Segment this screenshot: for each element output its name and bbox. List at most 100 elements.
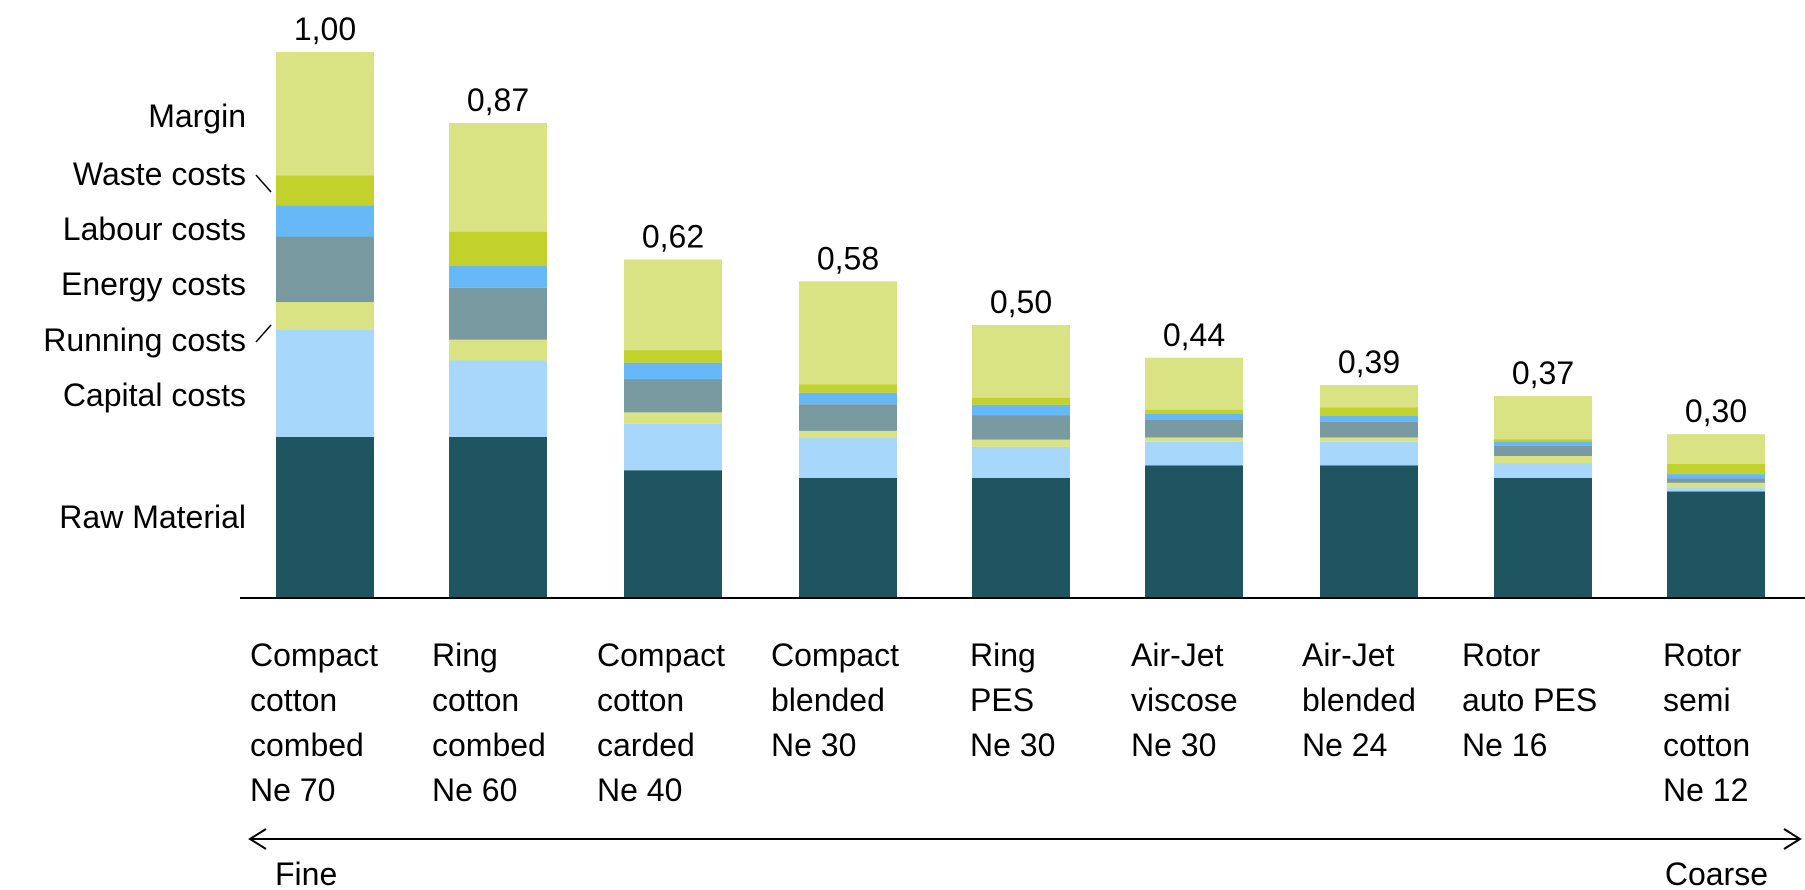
bar-segment-raw-material [1667, 491, 1765, 598]
total-label: 0,37 [1512, 355, 1574, 391]
bar-segment-labour-costs [1320, 415, 1418, 422]
bar-segment-energy-costs [1320, 421, 1418, 438]
category-label: Compact cotton carded Ne 40 [597, 637, 725, 808]
bar-segment-energy-costs [449, 287, 547, 340]
bar-segment-energy-costs [972, 415, 1070, 440]
category-label-line: Rotor [1663, 637, 1742, 673]
bar-segment-energy-costs [276, 236, 374, 303]
category-label-line: cotton [250, 682, 337, 718]
bar-segment-raw-material [799, 477, 897, 598]
category-label-line: Ne 30 [970, 727, 1055, 763]
category-label-line: Compact [597, 637, 725, 673]
category-label-line: Air-Jet [1302, 637, 1395, 673]
category-label-line: Ne 30 [1131, 727, 1216, 763]
total-label: 0,58 [817, 240, 879, 276]
bar-segment-waste-costs [449, 231, 547, 267]
bar-segment-capital-costs [1494, 463, 1592, 478]
bar-segment-capital-costs [799, 438, 897, 478]
total-label: 0,39 [1338, 344, 1400, 380]
bar-segment-raw-material [1145, 465, 1243, 598]
bar-segment-margin [1320, 385, 1418, 408]
category-label-line: Compact [771, 637, 899, 673]
bar-segment-labour-costs [1145, 414, 1243, 421]
bar-segment-running-costs [624, 412, 722, 424]
bar-segment-margin [1494, 395, 1592, 440]
bar-segment-capital-costs [1320, 441, 1418, 466]
bar-segment-running-costs [1145, 437, 1243, 442]
bar-segment-capital-costs [1145, 441, 1243, 466]
category-label-line: Ne 70 [250, 772, 335, 808]
legend-label-capital-costs: Capital costs [63, 377, 246, 413]
bar-segment-labour-costs [1494, 441, 1592, 446]
category-label-line: Compact [250, 637, 378, 673]
category-label-line: Ring [432, 637, 498, 673]
category-label: Rotor auto PES Ne 16 [1462, 637, 1597, 763]
total-label: 0,50 [990, 284, 1052, 320]
legend-label-raw-material: Raw Material [59, 499, 246, 535]
bar-segment-labour-costs [449, 266, 547, 288]
category-label-line: cotton [1663, 727, 1750, 763]
bar-segment-waste-costs [1494, 439, 1592, 442]
category-label-line: carded [597, 727, 695, 763]
bar-segment-waste-costs [1145, 409, 1243, 414]
bar-segment-capital-costs [449, 360, 547, 437]
category-label: Compact cotton combed Ne 70 [250, 637, 378, 808]
bar-segment-waste-costs [1667, 463, 1765, 475]
total-label: 0,44 [1163, 317, 1225, 353]
category-label-line: auto PES [1462, 682, 1597, 718]
bar-segment-labour-costs [972, 404, 1070, 416]
category-label-line: Ne 60 [432, 772, 517, 808]
bar-segment-running-costs [1320, 437, 1418, 442]
bar-segment-energy-costs [624, 379, 722, 413]
legend-label-running-costs: Running costs [43, 322, 246, 358]
total-label: 0,87 [467, 82, 529, 118]
bar-segment-running-costs [1667, 482, 1765, 488]
bar-segment-waste-costs [624, 350, 722, 363]
category-label: Ring cotton combed Ne 60 [432, 637, 546, 808]
category-label: Air-Jet blended Ne 24 [1302, 637, 1416, 763]
category-label: Air-Jet viscose Ne 30 [1131, 637, 1238, 763]
bar-segment-raw-material [276, 436, 374, 598]
bar-segment-raw-material [1320, 465, 1418, 598]
category-label-line: Ne 16 [1462, 727, 1547, 763]
total-label: 1,00 [294, 11, 356, 47]
scale-label-coarse: Coarse [1665, 856, 1768, 890]
total-label: 0,30 [1685, 393, 1747, 429]
fine-coarse-scale: Fine Coarse [248, 828, 1802, 890]
bars-group [276, 52, 1765, 598]
bar-segment-energy-costs [1145, 420, 1243, 438]
bar-segment-raw-material [972, 477, 1070, 598]
scale-label-fine: Fine [275, 856, 337, 890]
bar-segment-capital-costs [624, 423, 722, 471]
bar-segment-labour-costs [624, 362, 722, 380]
bar-segment-margin [449, 122, 547, 232]
bar-segment-waste-costs [276, 175, 374, 206]
bar-segment-energy-costs [1667, 478, 1765, 483]
bar-segment-raw-material [624, 470, 722, 598]
category-label-line: Air-Jet [1131, 637, 1224, 673]
category-label-line: combed [432, 727, 546, 763]
category-label-line: blended [771, 682, 885, 718]
category-label-line: Ne 24 [1302, 727, 1387, 763]
bar-segment-waste-costs [972, 397, 1070, 405]
total-labels-group: 1,00 0,87 0,62 0,58 0,50 0,44 0,39 0,37 0,30 [294, 11, 1747, 429]
legend-group: Raw Material Capital costs Running costs En… [43, 98, 272, 535]
bar-segment-margin [1145, 357, 1243, 410]
category-label: Compact blended Ne 30 [771, 637, 899, 763]
category-label-line: Ring [970, 637, 1036, 673]
category-label-line: Ne 30 [771, 727, 856, 763]
leader-line-waste-costs [255, 174, 272, 193]
category-label-line: Ne 40 [597, 772, 682, 808]
bar-segment-waste-costs [799, 384, 897, 393]
legend-label-waste-costs: Waste costs [73, 156, 246, 192]
bar-segment-labour-costs [276, 205, 374, 237]
leader-line-running-costs [255, 324, 272, 343]
bar-segment-energy-costs [799, 404, 897, 431]
category-label-line: combed [250, 727, 364, 763]
category-label-line: cotton [597, 682, 684, 718]
legend-label-energy-costs: Energy costs [61, 266, 246, 302]
bar-segment-waste-costs [1320, 407, 1418, 416]
category-label-line: cotton [432, 682, 519, 718]
category-label-line: viscose [1131, 682, 1238, 718]
bar-segment-margin [972, 325, 1070, 398]
